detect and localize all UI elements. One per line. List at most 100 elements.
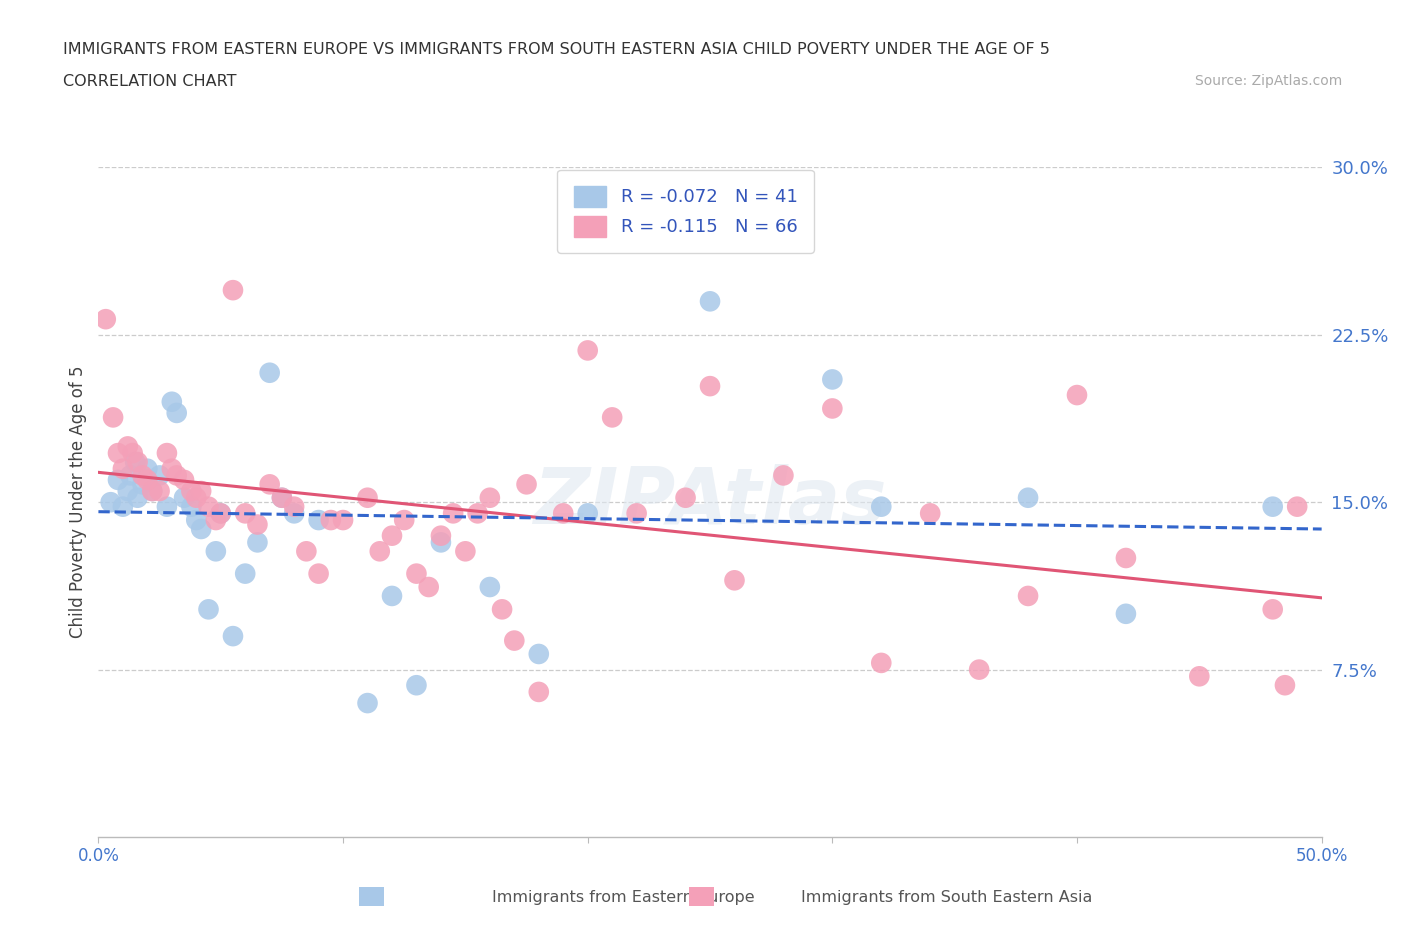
Point bbox=[233, 506, 256, 521]
Text: ZIPAtlas: ZIPAtlas bbox=[533, 464, 887, 540]
Point bbox=[127, 455, 149, 470]
Point bbox=[156, 445, 179, 460]
Text: IMMIGRANTS FROM EASTERN EUROPE VS IMMIGRANTS FROM SOUTH EASTERN ASIA CHILD POVER: IMMIGRANTS FROM EASTERN EUROPE VS IMMIGR… bbox=[63, 42, 1050, 57]
Point bbox=[166, 405, 188, 420]
Point bbox=[527, 646, 550, 661]
Point bbox=[503, 633, 526, 648]
Point bbox=[1115, 551, 1137, 565]
Point bbox=[136, 461, 159, 476]
Y-axis label: Child Poverty Under the Age of 5: Child Poverty Under the Age of 5 bbox=[69, 365, 87, 639]
Point bbox=[1261, 499, 1284, 514]
Point bbox=[441, 506, 464, 521]
Point bbox=[356, 696, 378, 711]
Point bbox=[626, 506, 648, 521]
Point bbox=[283, 506, 305, 521]
Point bbox=[283, 499, 305, 514]
Point bbox=[1188, 669, 1211, 684]
Point bbox=[209, 506, 232, 521]
Point bbox=[527, 684, 550, 699]
Point bbox=[430, 528, 453, 543]
Point bbox=[127, 490, 149, 505]
Point bbox=[180, 484, 202, 498]
Point bbox=[197, 602, 219, 617]
Point bbox=[821, 372, 844, 387]
Point bbox=[94, 312, 117, 326]
Point bbox=[120, 468, 142, 483]
Point bbox=[190, 522, 212, 537]
Point bbox=[186, 512, 208, 527]
Point bbox=[141, 484, 163, 498]
Point bbox=[454, 544, 477, 559]
Point bbox=[405, 566, 427, 581]
Point bbox=[392, 512, 416, 527]
Point bbox=[478, 579, 501, 594]
Point bbox=[166, 468, 188, 483]
Point bbox=[246, 517, 269, 532]
Point bbox=[270, 490, 294, 505]
Point bbox=[870, 499, 893, 514]
Point bbox=[197, 499, 219, 514]
Point bbox=[270, 490, 294, 505]
Point bbox=[418, 579, 440, 594]
Text: CORRELATION CHART: CORRELATION CHART bbox=[63, 74, 236, 89]
Text: Immigrants from South Eastern Asia: Immigrants from South Eastern Asia bbox=[801, 890, 1092, 905]
Point bbox=[381, 528, 404, 543]
Point bbox=[222, 283, 245, 298]
Point bbox=[141, 484, 163, 498]
Point bbox=[699, 294, 721, 309]
Point bbox=[111, 461, 134, 476]
Point bbox=[1017, 589, 1039, 604]
Point bbox=[467, 506, 489, 521]
Text: Source: ZipAtlas.com: Source: ZipAtlas.com bbox=[1195, 74, 1343, 88]
Point bbox=[308, 512, 330, 527]
Point bbox=[1261, 602, 1284, 617]
Point bbox=[107, 472, 129, 487]
Point bbox=[156, 499, 179, 514]
Point bbox=[124, 455, 146, 470]
Point bbox=[136, 472, 159, 487]
Text: Immigrants from Eastern Europe: Immigrants from Eastern Europe bbox=[492, 890, 755, 905]
Point bbox=[259, 477, 281, 492]
Point bbox=[131, 468, 153, 483]
Point bbox=[173, 472, 195, 487]
Point bbox=[259, 365, 281, 380]
Point bbox=[405, 678, 427, 693]
Point bbox=[173, 490, 195, 505]
Point bbox=[186, 490, 208, 505]
Point bbox=[149, 468, 172, 483]
Point bbox=[515, 477, 537, 492]
Point bbox=[117, 439, 139, 454]
Point bbox=[675, 490, 697, 505]
Point bbox=[121, 445, 143, 460]
Point bbox=[190, 484, 212, 498]
Point bbox=[920, 506, 942, 521]
Point bbox=[149, 484, 172, 498]
Point bbox=[723, 573, 745, 588]
Point bbox=[111, 499, 134, 514]
Point bbox=[180, 499, 202, 514]
Point bbox=[1274, 678, 1296, 693]
Point bbox=[100, 495, 122, 510]
Point bbox=[222, 629, 245, 644]
Point bbox=[1115, 606, 1137, 621]
Point bbox=[491, 602, 513, 617]
Point bbox=[576, 506, 599, 521]
Point bbox=[1286, 499, 1309, 514]
Point bbox=[308, 566, 330, 581]
Point bbox=[821, 401, 844, 416]
Point bbox=[553, 506, 575, 521]
Point bbox=[101, 410, 124, 425]
Point bbox=[368, 544, 391, 559]
Point bbox=[107, 445, 129, 460]
Point bbox=[600, 410, 623, 425]
Point bbox=[233, 566, 256, 581]
Point bbox=[160, 461, 183, 476]
Point bbox=[478, 490, 501, 505]
Point bbox=[246, 535, 269, 550]
Point bbox=[205, 512, 228, 527]
Point bbox=[319, 512, 342, 527]
Point bbox=[131, 477, 153, 492]
Point bbox=[381, 589, 404, 604]
Point bbox=[356, 490, 378, 505]
Point bbox=[295, 544, 318, 559]
